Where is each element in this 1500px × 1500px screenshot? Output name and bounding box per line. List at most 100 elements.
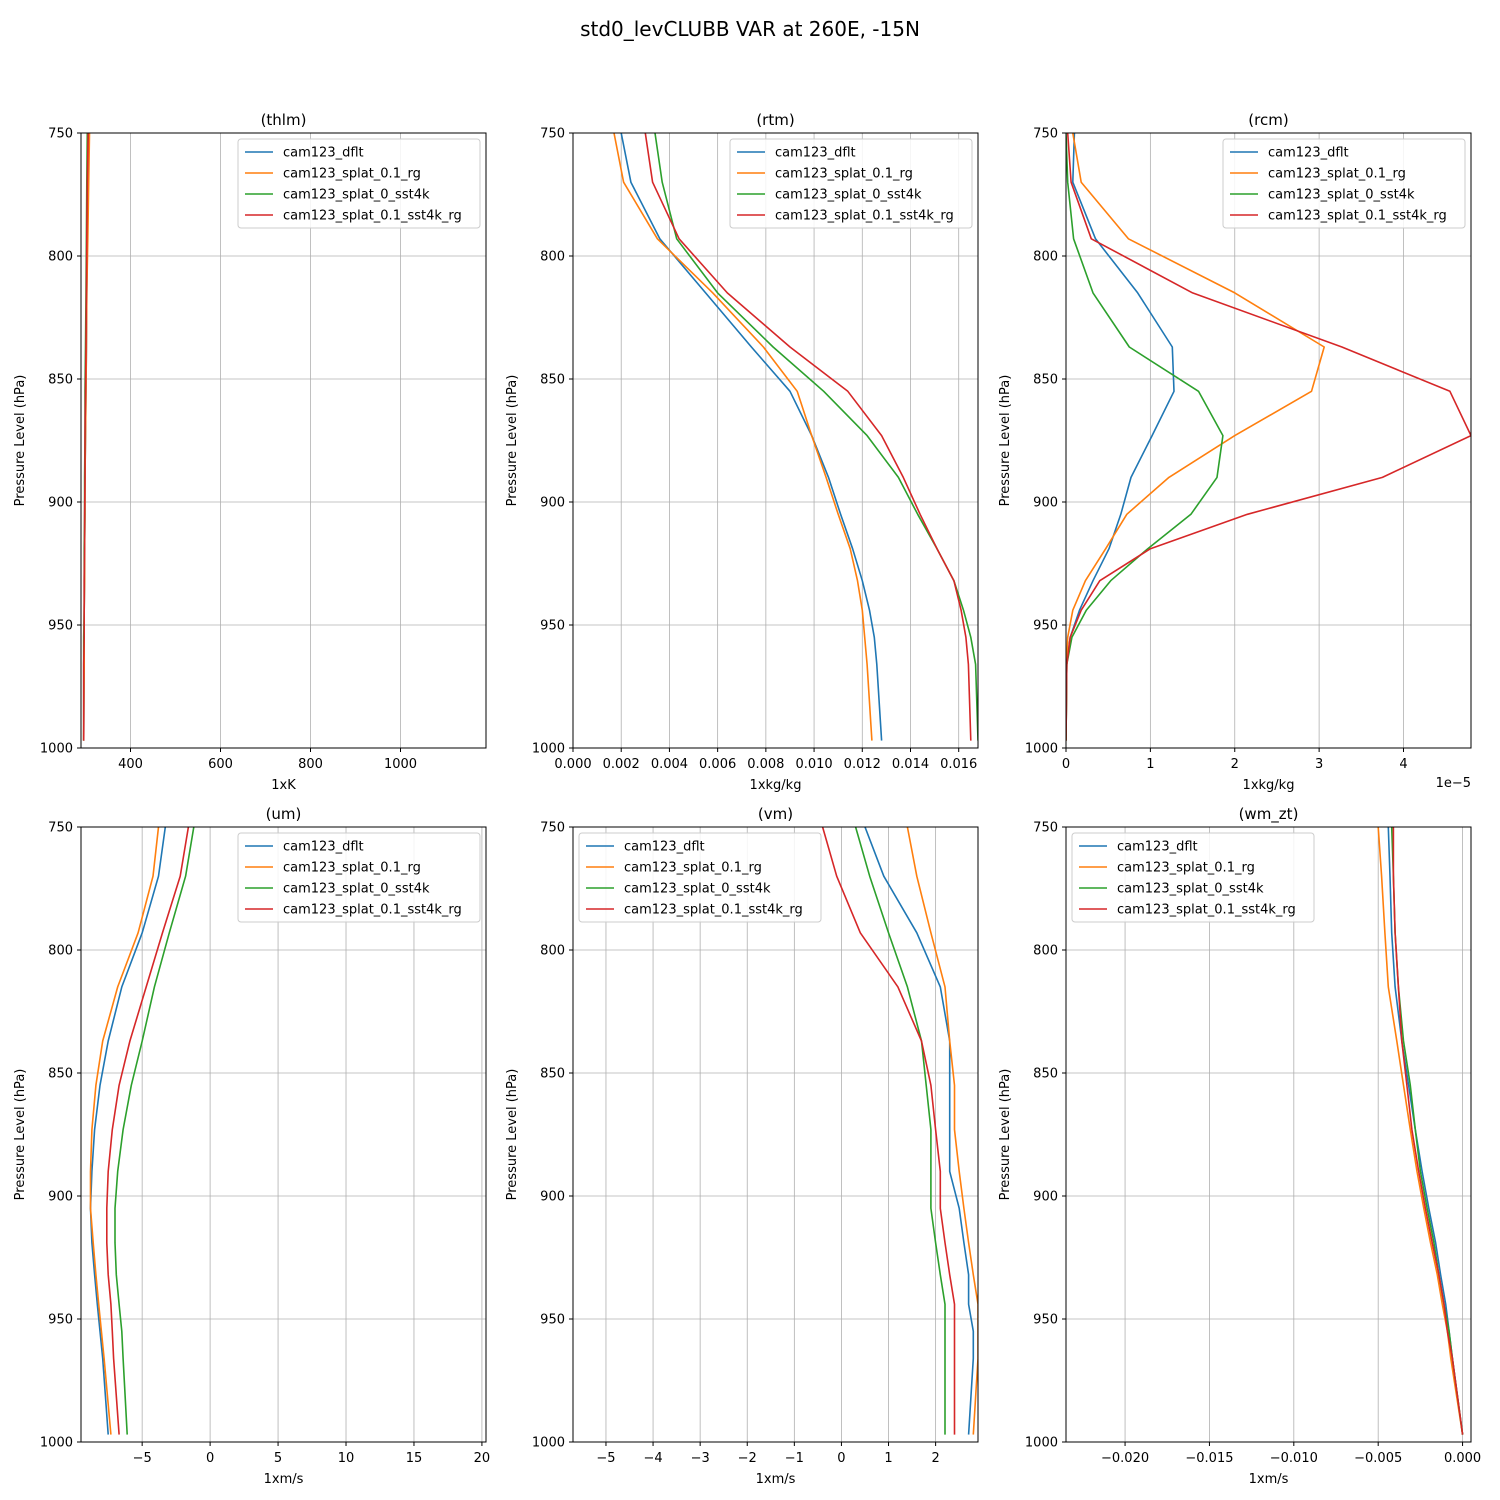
y-tick-label: 800 <box>540 250 565 265</box>
y-tick-label: 850 <box>540 1067 565 1082</box>
y-axis-label: Pressure Level (hPa) <box>505 1069 520 1201</box>
x-tick-label: −0.020 <box>1101 1451 1149 1466</box>
y-tick-label: 900 <box>48 1190 73 1205</box>
legend-label: cam123_splat_0.1_rg <box>1117 861 1255 876</box>
legend-label: cam123_splat_0.1_sst4k_rg <box>1117 903 1296 918</box>
x-tick-label: 1 <box>884 1451 892 1466</box>
legend: cam123_dflt cam123_splat_0.1_rg cam123_spl… <box>1071 832 1315 923</box>
legend-label: cam123_splat_0.1_rg <box>283 861 421 876</box>
series-line-cam123_splat_0_sst4k <box>114 827 195 1435</box>
series-line-cam123_splat_0.1_sst4k_rg <box>821 827 956 1435</box>
x-axis-label: 1xm/s <box>1249 1472 1289 1487</box>
series-line-cam123_dflt <box>864 827 975 1435</box>
legend-label: cam123_splat_0_sst4k <box>283 882 430 897</box>
axes-frame <box>572 826 979 1443</box>
y-axis-label: Pressure Level (hPa) <box>998 375 1013 507</box>
x-tick-label: 800 <box>298 757 323 772</box>
x-tick-label: −0.010 <box>1270 1451 1318 1466</box>
legend-label: cam123_splat_0_sst4k <box>283 188 430 203</box>
x-axis-label: 1xkg/kg <box>750 778 802 793</box>
series-line-cam123_dflt <box>89 827 167 1435</box>
legend-label: cam123_splat_0.1_rg <box>624 861 762 876</box>
series-line-cam123_splat_0.1_rg <box>1066 133 1325 741</box>
y-tick-label: 1000 <box>532 742 565 757</box>
panel-vm: −5 −4 −3 −2 −1 0 1 2 750 800 850 900 950 1000 (vm) 1xm/… <box>505 805 979 1487</box>
legend-label: cam123_splat_0.1_sst4k_rg <box>283 903 462 918</box>
y-tick-label: 1000 <box>532 1436 565 1451</box>
panel-title: (rcm) <box>1248 111 1288 129</box>
series-line-cam123_splat_0_sst4k <box>654 133 978 741</box>
x-tick-label: −4 <box>643 1451 662 1466</box>
panel-title: (um) <box>266 805 302 823</box>
axes-frame <box>80 826 487 1443</box>
legend-box <box>237 138 481 229</box>
panel-rcm: 0 1 2 3 4 750 800 850 900 950 1000 (rcm) 1xkg/kg Pres… <box>998 111 1472 793</box>
x-tick-label: 600 <box>208 757 233 772</box>
x-tick-label: 5 <box>274 1451 282 1466</box>
series-line-cam123_splat_0.1_sst4k_rg <box>106 827 190 1435</box>
series-group <box>89 827 195 1435</box>
legend-label: cam123_splat_0.1_rg <box>1268 167 1406 182</box>
series-line-cam123_splat_0.1_sst4k_rg <box>644 133 972 741</box>
x-tick-label: 1 <box>1146 757 1154 772</box>
series-group <box>821 827 978 1435</box>
y-tick-label: 750 <box>48 127 73 142</box>
figure-title: std0_levCLUBB VAR at 260E, -15N <box>580 17 920 41</box>
y-tick-label: 1000 <box>1025 1436 1058 1451</box>
y-tick-label: 850 <box>1033 373 1058 388</box>
y-tick-label: 800 <box>1033 250 1058 265</box>
legend-label: cam123_splat_0.1_sst4k_rg <box>624 903 803 918</box>
y-axis-label: Pressure Level (hPa) <box>505 375 520 507</box>
legend: cam123_dflt cam123_splat_0.1_rg cam123_spl… <box>237 832 481 923</box>
panel-grid: 4 0 0 600 800 1000 750 800 850 900 950 1000 (thlm) 1x… <box>13 111 1481 1487</box>
y-tick-label: 900 <box>540 496 565 511</box>
x-tick-label: 0 <box>837 1451 845 1466</box>
legend-label: cam123_dflt <box>1117 840 1198 855</box>
x-tick-label: 0.008 <box>747 757 784 772</box>
y-tick-label: 950 <box>540 619 565 634</box>
x-tick-label: 0 <box>206 1451 214 1466</box>
panel-wm_zt: −0.020 −0.015 −0.010 −0.005 0.000 750 800 850 90… <box>998 805 1481 1487</box>
x-tick-label: 4 <box>1399 757 1407 772</box>
y-tick-label: 800 <box>540 944 565 959</box>
x-tick-label: 10 <box>338 1451 355 1466</box>
legend-label: cam123_dflt <box>624 840 705 855</box>
legend-label: cam123_splat_0.1_rg <box>283 167 421 182</box>
legend: cam123_dflt cam123_splat_0.1_rg cam123_spl… <box>729 138 973 229</box>
y-tick-label: 750 <box>1033 821 1058 836</box>
legend-label: cam123_dflt <box>283 840 364 855</box>
y-tick-label: 1000 <box>1025 742 1058 757</box>
legend-label: cam123_splat_0_sst4k <box>775 188 922 203</box>
x-tick-label: −1 <box>785 1451 804 1466</box>
legend-box <box>578 832 822 923</box>
x-axis-label: 1xm/s <box>756 1472 796 1487</box>
legend-box <box>1222 138 1466 229</box>
y-tick-label: 950 <box>48 619 73 634</box>
panel-title: (thlm) <box>261 111 307 129</box>
x-tick-label: −3 <box>691 1451 710 1466</box>
x-tick-label: 2 <box>1231 757 1239 772</box>
y-axis-label: Pressure Level (hPa) <box>13 375 28 507</box>
y-tick-label: 900 <box>1033 496 1058 511</box>
x-tick-label: 0.002 <box>603 757 640 772</box>
x-tick-label: −5 <box>133 1451 152 1466</box>
x-tick-label: 0.012 <box>844 757 881 772</box>
y-tick-label: 850 <box>48 373 73 388</box>
series-line-cam123_splat_0_sst4k <box>1066 133 1224 741</box>
legend: cam123_dflt cam123_splat_0.1_rg cam123_spl… <box>578 832 822 923</box>
x-tick-label: 0.014 <box>892 757 929 772</box>
series-line-cam123_splat_0.1_sst4k_rg <box>1392 827 1464 1435</box>
x-tick-label: 3 <box>1315 757 1323 772</box>
y-tick-label: 800 <box>48 250 73 265</box>
y-axis-label: Pressure Level (hPa) <box>13 1069 28 1201</box>
series-group <box>82 133 91 741</box>
y-tick-label: 950 <box>1033 619 1058 634</box>
series-line-cam123_splat_0.1_rg <box>906 827 978 1435</box>
y-tick-label: 900 <box>48 496 73 511</box>
legend-label: cam123_splat_0_sst4k <box>1117 882 1264 897</box>
series-line-cam123_splat_0.1_sst4k_rg <box>82 133 89 741</box>
legend-label: cam123_dflt <box>283 146 364 161</box>
series-line-cam123_splat_0_sst4k <box>1390 827 1464 1435</box>
x-tick-label: 0.010 <box>795 757 832 772</box>
